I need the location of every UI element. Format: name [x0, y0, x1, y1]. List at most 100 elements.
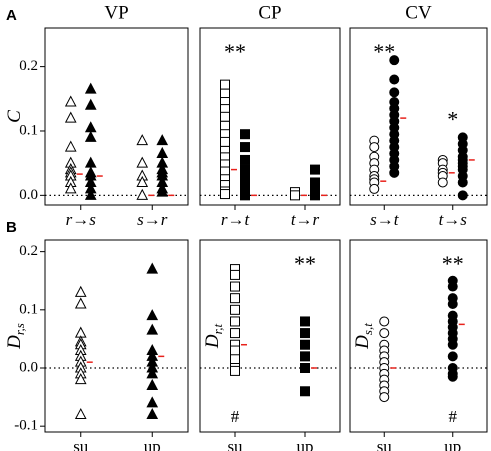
point: [379, 316, 390, 327]
point: [379, 392, 390, 403]
y-axis-label-main: D: [352, 335, 373, 350]
point: [300, 339, 310, 350]
significance-mark: #: [231, 407, 240, 426]
point: [146, 323, 159, 335]
point: [300, 316, 310, 327]
point: [84, 130, 97, 142]
significance-mark: **: [224, 39, 246, 64]
point: [220, 120, 230, 131]
point: [447, 339, 458, 350]
y-axis-label-main: D: [202, 334, 223, 349]
point: [136, 175, 149, 187]
point: [230, 293, 240, 304]
point: [230, 328, 240, 339]
y-axis-label: Dr,t: [202, 324, 225, 350]
x-tick-label: t→s: [439, 210, 468, 229]
significance-mark: **: [442, 251, 464, 276]
point: [220, 111, 230, 122]
point: [240, 190, 250, 201]
x-tick-label: up: [144, 437, 161, 451]
point: [300, 351, 310, 362]
point: [220, 79, 230, 90]
point: [389, 74, 400, 85]
y-axis-label: Ds,t: [352, 323, 375, 350]
point: [220, 88, 230, 99]
point: [437, 177, 448, 188]
point: [146, 378, 159, 390]
point: [84, 121, 97, 133]
plot-frame: [44, 239, 189, 433]
significance-mark: #: [449, 407, 458, 426]
y-axis-label-sub: s,t: [360, 323, 375, 335]
point: [389, 55, 400, 66]
point: [64, 111, 77, 123]
point: [64, 140, 77, 152]
y-axis-label-sub: r,s: [12, 323, 27, 335]
y-tick-label: 0.2: [19, 243, 38, 259]
point: [240, 142, 250, 153]
x-tick-label: up: [444, 437, 461, 451]
plot-frame: [199, 239, 341, 433]
point: [230, 281, 240, 292]
y-tick-label: 0.2: [19, 58, 38, 74]
point: [240, 154, 250, 165]
point: [230, 345, 240, 356]
plot-frame: [44, 27, 189, 206]
point: [447, 281, 458, 292]
point: [240, 164, 250, 175]
x-tick-label: r→t: [221, 210, 251, 229]
point: [136, 134, 149, 146]
point: [230, 316, 240, 327]
point: [240, 129, 250, 140]
point: [84, 98, 97, 110]
x-tick-label: r→s: [66, 210, 97, 229]
point: [447, 299, 458, 309]
point: [136, 188, 149, 200]
point: [156, 146, 169, 159]
y-axis-label: C: [4, 110, 25, 123]
panel-title: VP: [104, 2, 128, 23]
point: [310, 164, 320, 175]
y-tick-label: -0.1: [14, 418, 38, 434]
point: [64, 95, 77, 107]
plot-frame: [349, 239, 488, 433]
point: [74, 297, 87, 309]
panel-title: CP: [258, 2, 281, 23]
panel-label: A: [6, 7, 17, 24]
point: [136, 156, 149, 168]
x-tick-label: t→r: [291, 210, 320, 229]
plot-frame: [199, 27, 341, 206]
y-tick-label: 0.0: [19, 359, 38, 375]
point: [146, 262, 159, 274]
x-tick-label: s→r: [137, 210, 168, 229]
point: [389, 167, 400, 178]
x-tick-label: su: [377, 437, 393, 451]
x-tick-label: su: [227, 437, 243, 451]
point: [300, 363, 310, 373]
y-axis-label-main: C: [4, 110, 25, 123]
point: [447, 351, 458, 362]
point: [74, 407, 87, 420]
point: [146, 309, 159, 321]
y-tick-label: 0.1: [19, 301, 38, 317]
point: [300, 328, 310, 339]
point: [220, 136, 230, 147]
x-tick-label: s→t: [370, 210, 400, 229]
y-axis-label-sub: r,t: [210, 324, 225, 335]
y-tick-label: 0.1: [19, 122, 38, 138]
point: [447, 371, 458, 382]
point: [369, 142, 380, 153]
point: [379, 328, 390, 339]
x-tick-label: up: [297, 437, 314, 451]
point: [230, 269, 240, 280]
point: [156, 134, 169, 146]
point: [156, 185, 169, 197]
point: [84, 82, 97, 94]
point: [457, 177, 468, 188]
significance-mark: *: [447, 106, 458, 131]
point: [300, 386, 310, 397]
point: [74, 373, 87, 385]
point: [146, 367, 159, 379]
x-tick-label: su: [73, 437, 89, 451]
y-axis-label-main: D: [4, 335, 25, 350]
